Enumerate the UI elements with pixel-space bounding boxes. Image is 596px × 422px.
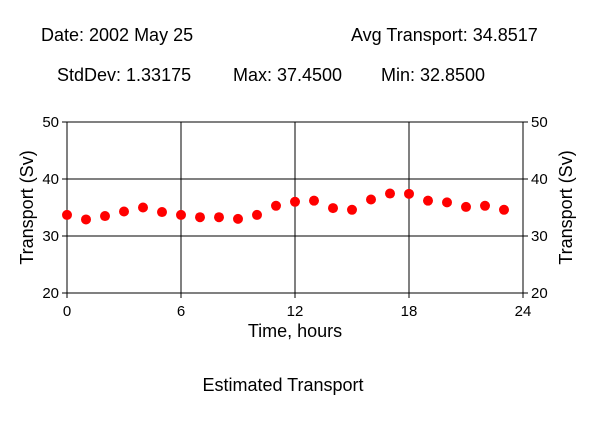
data-point [195,212,205,223]
y-tick-label-left: 40 [42,171,59,188]
data-point [461,201,471,212]
data-point [309,195,319,206]
stddev-label: StdDev: 1.33175 [57,65,192,85]
min-label: Min: 32.8500 [381,65,486,85]
x-tick-label: 6 [177,303,185,320]
data-point [157,207,167,218]
x-tick-label: 0 [63,303,71,320]
grid-lines [66,121,524,294]
x-tick-label: 12 [287,303,304,320]
y-tick-label-right: 20 [531,285,548,302]
x-axis-label: Time, hours [248,321,342,341]
data-point [138,202,148,213]
data-point [404,188,414,199]
data-point [252,209,262,220]
data-point [62,209,72,220]
y-axis-label-left: Transport (Sv) [17,150,37,264]
x-tick-label: 24 [515,303,532,320]
data-point [119,206,129,217]
data-point [423,195,433,206]
data-point [233,213,243,224]
data-point [366,194,376,205]
y-axis-label-right: Transport (Sv) [556,150,576,264]
chart-caption: Estimated Transport [202,375,364,395]
x-tick-label: 18 [401,303,418,320]
date-label: Date: 2002 May 25 [41,25,194,45]
data-points [62,188,509,225]
y-tick-label-left: 50 [42,114,59,131]
data-point [499,204,509,215]
data-point [442,197,452,208]
data-point [385,188,395,199]
data-point [100,211,110,222]
data-point [81,214,91,225]
data-point [176,209,186,220]
data-point [290,196,300,207]
data-point [271,200,281,211]
max-label: Max: 37.4500 [233,65,343,85]
avg-transport-label: Avg Transport: 34.8517 [351,25,538,45]
data-point [328,203,338,214]
y-tick-label-left: 30 [42,228,59,245]
data-point [347,204,357,215]
data-point [480,200,490,211]
y-tick-label-left: 20 [42,285,59,302]
y-tick-label-right: 30 [531,228,548,245]
y-tick-label-right: 40 [531,171,548,188]
data-point [214,212,224,223]
y-tick-label-right: 50 [531,114,548,131]
